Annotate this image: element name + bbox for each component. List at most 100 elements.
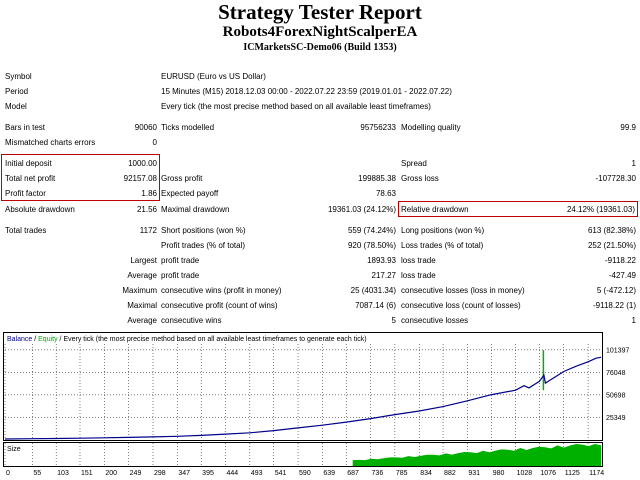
maximal-drawdown-value: 19361.03 (24.12%) bbox=[327, 205, 396, 214]
x-tick-label: 1076 bbox=[540, 470, 556, 477]
loss-trades-label: Loss trades (% of total) bbox=[401, 241, 484, 250]
average-prefix: Average bbox=[127, 271, 157, 280]
y-tick-label: 25349 bbox=[606, 415, 626, 422]
size-label: Size bbox=[7, 446, 21, 453]
average-consecutive-losses-label: consecutive losses bbox=[401, 316, 469, 325]
short-positions-label: Short positions (won %) bbox=[161, 226, 246, 235]
gross-loss-value: -107728.30 bbox=[595, 174, 636, 183]
y-tick-label: 50698 bbox=[606, 392, 626, 399]
gross-profit-label: Gross profit bbox=[161, 174, 203, 183]
average-consecutive-prefix: Average bbox=[127, 316, 157, 325]
highlight-box-relative-drawdown bbox=[398, 201, 638, 217]
quality-value: 99.9 bbox=[620, 123, 636, 132]
report-title: Strategy Tester Report bbox=[218, 0, 422, 24]
balance-chart-svg: Balance / Equity / Every tick (the most … bbox=[3, 332, 629, 477]
maximum-prefix: Maximum bbox=[122, 286, 157, 295]
expected-payoff-value: 78.63 bbox=[375, 189, 396, 198]
legend-balance: Balance bbox=[7, 336, 32, 343]
loss-trades-value: 252 (21.50%) bbox=[587, 241, 636, 250]
largest-profit-label: profit trade bbox=[161, 256, 200, 265]
legend-separator-2: / bbox=[58, 336, 64, 343]
max-consecutive-wins-label: consecutive wins (profit in money) bbox=[161, 286, 282, 295]
maximal-prefix: Maximal bbox=[127, 301, 157, 310]
total-trades-label: Total trades bbox=[5, 226, 47, 235]
x-tick-label: 444 bbox=[227, 470, 239, 477]
symbol-label: Symbol bbox=[5, 72, 32, 81]
total-trades-value: 1172 bbox=[139, 226, 157, 235]
legend-equity: Equity bbox=[38, 336, 58, 343]
absolute-drawdown-label: Absolute drawdown bbox=[5, 205, 75, 214]
expected-payoff-label: Expected payoff bbox=[161, 189, 219, 198]
main-plot-frame bbox=[3, 332, 603, 441]
balance-line bbox=[4, 356, 602, 440]
ea-name: Robots4ForexNightScalperEA bbox=[222, 24, 418, 40]
y-axis-labels: 101397 76048 50698 25349 bbox=[606, 347, 629, 422]
average-consecutive-wins-value: 5 bbox=[391, 316, 396, 325]
x-tick-label: 200 bbox=[105, 470, 117, 477]
x-tick-label: 980 bbox=[493, 470, 505, 477]
long-positions-label: Long positions (won %) bbox=[401, 226, 485, 235]
max-consecutive-losses-value: 5 (-472.12) bbox=[596, 286, 636, 295]
average-profit-label: profit trade bbox=[161, 271, 200, 280]
maximal-consecutive-loss-value: -9118.22 (1) bbox=[593, 301, 636, 310]
size-area bbox=[352, 444, 601, 466]
balance-chart: Balance / Equity / Every tick (the most … bbox=[3, 332, 636, 478]
average-loss-value: -427.49 bbox=[608, 271, 636, 280]
x-tick-label: 639 bbox=[323, 470, 335, 477]
legend-separator-1: / bbox=[32, 336, 38, 343]
largest-loss-label: loss trade bbox=[401, 256, 436, 265]
legend-note: Every tick (the most precise method base… bbox=[63, 336, 366, 343]
y-tick-label: 101397 bbox=[606, 347, 629, 354]
profit-trades-value: 920 (78.50%) bbox=[347, 241, 396, 250]
bars-label: Bars in test bbox=[5, 123, 46, 132]
largest-prefix: Largest bbox=[130, 256, 157, 265]
model-value: Every tick (the most precise method base… bbox=[161, 102, 431, 111]
model-label: Model bbox=[5, 102, 27, 111]
gross-profit-value: 199885.38 bbox=[358, 174, 396, 183]
profit-factor-value: 1.86 bbox=[141, 189, 157, 198]
x-tick-label: 1028 bbox=[517, 470, 533, 477]
net-profit-value: 92157.08 bbox=[123, 174, 157, 183]
mismatch-label: Mismatched charts errors bbox=[5, 138, 96, 147]
x-tick-label: 834 bbox=[420, 470, 432, 477]
bars-value: 90060 bbox=[134, 123, 157, 132]
size-bars bbox=[352, 444, 601, 466]
maximal-drawdown-label: Maximal drawdown bbox=[161, 205, 230, 214]
profit-trades-label: Profit trades (% of total) bbox=[161, 241, 246, 250]
spread-label: Spread bbox=[401, 159, 427, 168]
x-tick-label: 0 bbox=[6, 470, 10, 477]
x-tick-label: 347 bbox=[178, 470, 190, 477]
maximal-consecutive-profit-value: 7087.14 (6) bbox=[355, 301, 396, 310]
ticks-label: Ticks modelled bbox=[161, 123, 215, 132]
average-consecutive-wins-label: consecutive wins bbox=[161, 316, 222, 325]
period-value: 15 Minutes (M15) 2018.12.03 00:00 - 2022… bbox=[161, 87, 452, 96]
initial-deposit-label: Initial deposit bbox=[5, 159, 52, 168]
y-tick-label: 76048 bbox=[606, 370, 626, 377]
average-profit-value: 217.27 bbox=[371, 271, 396, 280]
gross-loss-label: Gross loss bbox=[401, 174, 439, 183]
profit-factor-label: Profit factor bbox=[5, 189, 46, 198]
short-positions-value: 559 (74.24%) bbox=[347, 226, 396, 235]
x-axis-labels: 0 55 103 151 200 249 298 347 395 444 493 541 590 639 6… bbox=[6, 470, 604, 477]
x-tick-label: 687 bbox=[347, 470, 359, 477]
x-tick-label: 151 bbox=[81, 470, 93, 477]
quality-label: Modelling quality bbox=[401, 123, 461, 132]
largest-profit-value: 1893.93 bbox=[367, 256, 396, 265]
account-name: ICMarketsSC-Demo06 (Build 1353) bbox=[243, 42, 397, 53]
period-label: Period bbox=[5, 87, 29, 96]
mismatch-value: 0 bbox=[152, 138, 157, 147]
x-tick-label: 1125 bbox=[565, 470, 580, 477]
maximal-consecutive-loss-label: consecutive loss (count of losses) bbox=[401, 301, 521, 310]
initial-deposit-value: 1000.00 bbox=[128, 159, 157, 168]
x-tick-label: 395 bbox=[202, 470, 214, 477]
spread-value: 1 bbox=[631, 159, 636, 168]
ticks-value: 95756233 bbox=[360, 123, 396, 132]
long-positions-value: 613 (82.38%) bbox=[587, 226, 636, 235]
x-tick-label: 55 bbox=[33, 470, 41, 477]
relative-drawdown-label: Relative drawdown bbox=[401, 205, 469, 214]
absolute-drawdown-value: 21.56 bbox=[136, 205, 157, 214]
highlight-box-deposit bbox=[1, 154, 160, 201]
symbol-value: EURUSD (Euro vs US Dollar) bbox=[161, 72, 266, 81]
chart-legend: Balance / Equity / Every tick (the most … bbox=[7, 336, 367, 343]
x-tick-label: 785 bbox=[396, 470, 408, 477]
